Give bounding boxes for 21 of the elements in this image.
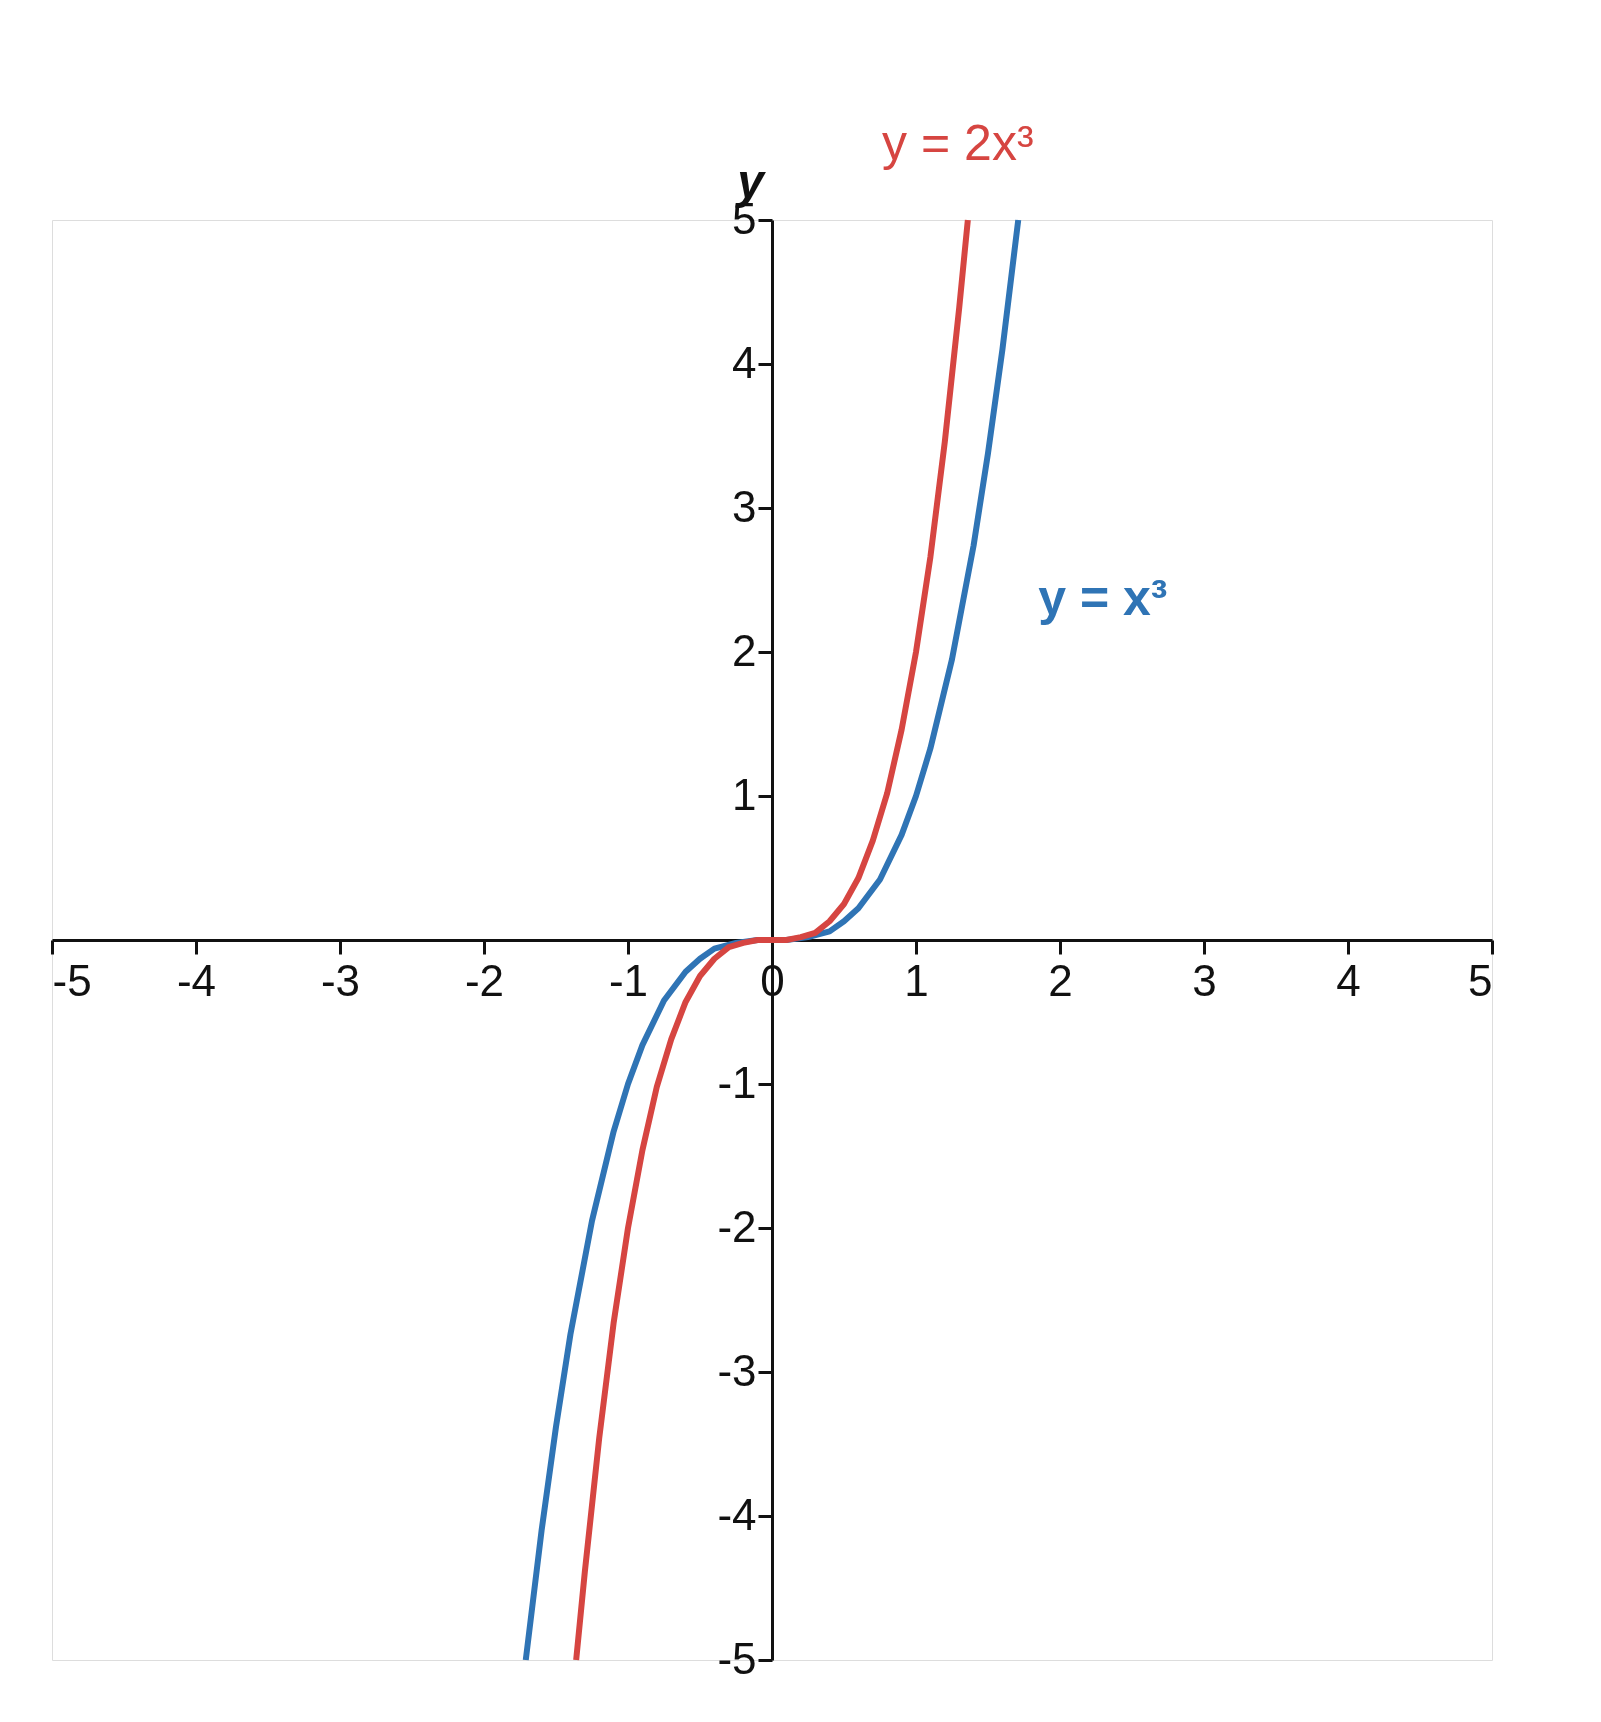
y-tick-label: -4 xyxy=(717,1489,757,1539)
y-tick-label: -1 xyxy=(717,1057,757,1107)
x-tick-label: 1 xyxy=(904,955,929,1005)
series-label: y = x³ xyxy=(1038,570,1168,626)
y-tick-label: 4 xyxy=(732,337,757,387)
x-tick-label: -4 xyxy=(176,955,217,1005)
y-tick-label: 3 xyxy=(732,481,757,531)
x-tick-label: -5 xyxy=(52,955,92,1005)
x-tick-label: -3 xyxy=(320,955,361,1005)
x-tick-label: -2 xyxy=(464,955,505,1005)
y-tick-label: -5 xyxy=(717,1633,757,1683)
x-tick-label: 2 xyxy=(1048,955,1073,1005)
x-tick-label: 4 xyxy=(1336,955,1361,1005)
y-tick-label: -2 xyxy=(717,1201,757,1251)
x-tick-label: 5 xyxy=(1468,955,1493,1005)
series-label: y = 2x³ xyxy=(882,115,1034,171)
y-tick-label: 1 xyxy=(732,769,757,819)
x-tick-label: 3 xyxy=(1192,955,1217,1005)
y-tick-label: 2 xyxy=(732,625,757,675)
x-tick-label: -1 xyxy=(608,955,649,1005)
y-tick-label: -3 xyxy=(717,1345,757,1395)
